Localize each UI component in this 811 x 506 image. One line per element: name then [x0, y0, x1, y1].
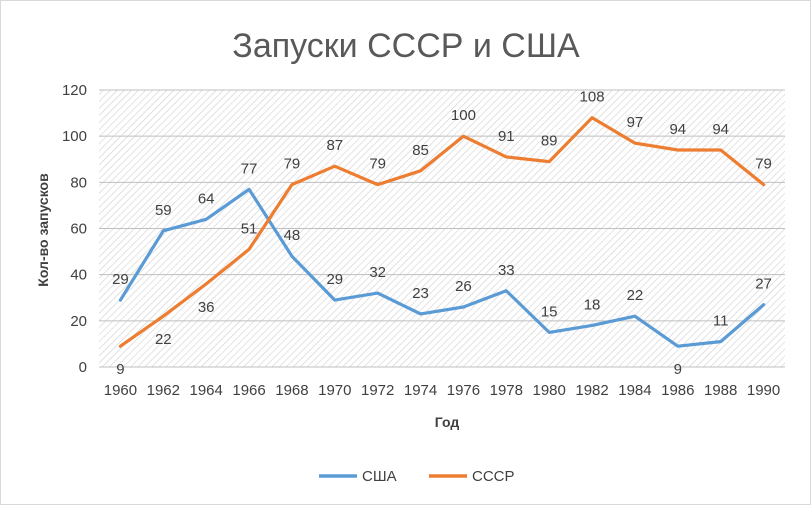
y-tick-label: 40 — [70, 267, 87, 284]
data-label: 9 — [116, 361, 124, 378]
x-tick-label: 1980 — [533, 382, 566, 399]
series-line-ussr — [118, 116, 766, 348]
data-label: 77 — [241, 160, 258, 177]
x-tick-labels: 1960 1962 1964 1966 1968 1970 1972 1974 1976 1978… — [104, 382, 781, 399]
x-tick-label: 1986 — [661, 382, 694, 399]
data-label: 59 — [155, 202, 172, 219]
y-tick-label: 120 — [62, 82, 87, 99]
x-tick-label: 1970 — [318, 382, 351, 399]
data-label: 18 — [584, 296, 601, 313]
data-label: 36 — [198, 299, 215, 316]
y-tick-labels: 0 20 40 60 80 100 120 — [62, 82, 87, 376]
data-label: 22 — [155, 331, 172, 348]
series-line-usa — [118, 187, 766, 348]
data-label: 108 — [580, 89, 605, 106]
x-tick-label: 1984 — [618, 382, 651, 399]
x-tick-label: 1976 — [447, 382, 480, 399]
chart-title: Запуски СССР и США — [232, 27, 580, 65]
data-label: 94 — [712, 121, 729, 138]
data-label: 33 — [498, 262, 515, 279]
x-tick-label: 1968 — [275, 382, 308, 399]
y-tick-label: 80 — [70, 174, 87, 191]
data-label: 89 — [541, 133, 558, 150]
data-label: 29 — [112, 271, 129, 288]
data-label: 87 — [326, 137, 343, 154]
data-label: 100 — [451, 107, 476, 124]
data-label: 11 — [713, 313, 729, 330]
data-label: 94 — [669, 121, 686, 138]
y-axis-title: Кол-во запусков — [35, 173, 51, 287]
y-tick-label: 0 — [79, 359, 87, 376]
series-lines — [118, 116, 766, 348]
x-tick-label: 1966 — [232, 382, 265, 399]
x-tick-label: 1960 — [104, 382, 137, 399]
x-tick-label: 1988 — [704, 382, 737, 399]
legend-label: США — [362, 468, 397, 485]
x-tick-label: 1962 — [147, 382, 180, 399]
data-label: 26 — [455, 278, 472, 295]
legend-label: СССР — [472, 468, 515, 485]
data-label: 9 — [674, 361, 682, 378]
data-label: 51 — [241, 220, 258, 237]
data-label: 15 — [541, 303, 558, 320]
data-label: 85 — [412, 142, 429, 159]
data-label: 91 — [498, 128, 515, 145]
data-label: 48 — [284, 227, 301, 244]
x-tick-label: 1964 — [190, 382, 223, 399]
x-axis-title: Год — [435, 414, 460, 430]
data-label: 64 — [198, 190, 215, 207]
data-label: 27 — [755, 276, 772, 293]
data-labels: 29 59 64 77 48 29 32 23 26 33 15 18 22 9 11 27 9 22 36 51 79… — [112, 89, 772, 379]
data-label: 97 — [627, 114, 644, 131]
data-label: 79 — [755, 156, 772, 173]
x-tick-label: 1978 — [490, 382, 523, 399]
data-label: 79 — [284, 156, 301, 173]
x-tick-label: 1972 — [361, 382, 394, 399]
x-tick-label: 1974 — [404, 382, 437, 399]
data-label: 29 — [326, 271, 343, 288]
y-tick-label: 60 — [70, 221, 87, 238]
data-label: 79 — [369, 156, 386, 173]
data-label: 23 — [412, 285, 429, 302]
x-tick-label: 1990 — [747, 382, 780, 399]
data-label: 32 — [369, 264, 386, 281]
data-label: 22 — [627, 287, 644, 304]
y-tick-label: 20 — [70, 313, 87, 330]
legend: США СССР — [319, 468, 515, 485]
x-tick-label: 1982 — [575, 382, 608, 399]
gridlines — [99, 89, 785, 368]
y-tick-label: 100 — [62, 128, 87, 145]
